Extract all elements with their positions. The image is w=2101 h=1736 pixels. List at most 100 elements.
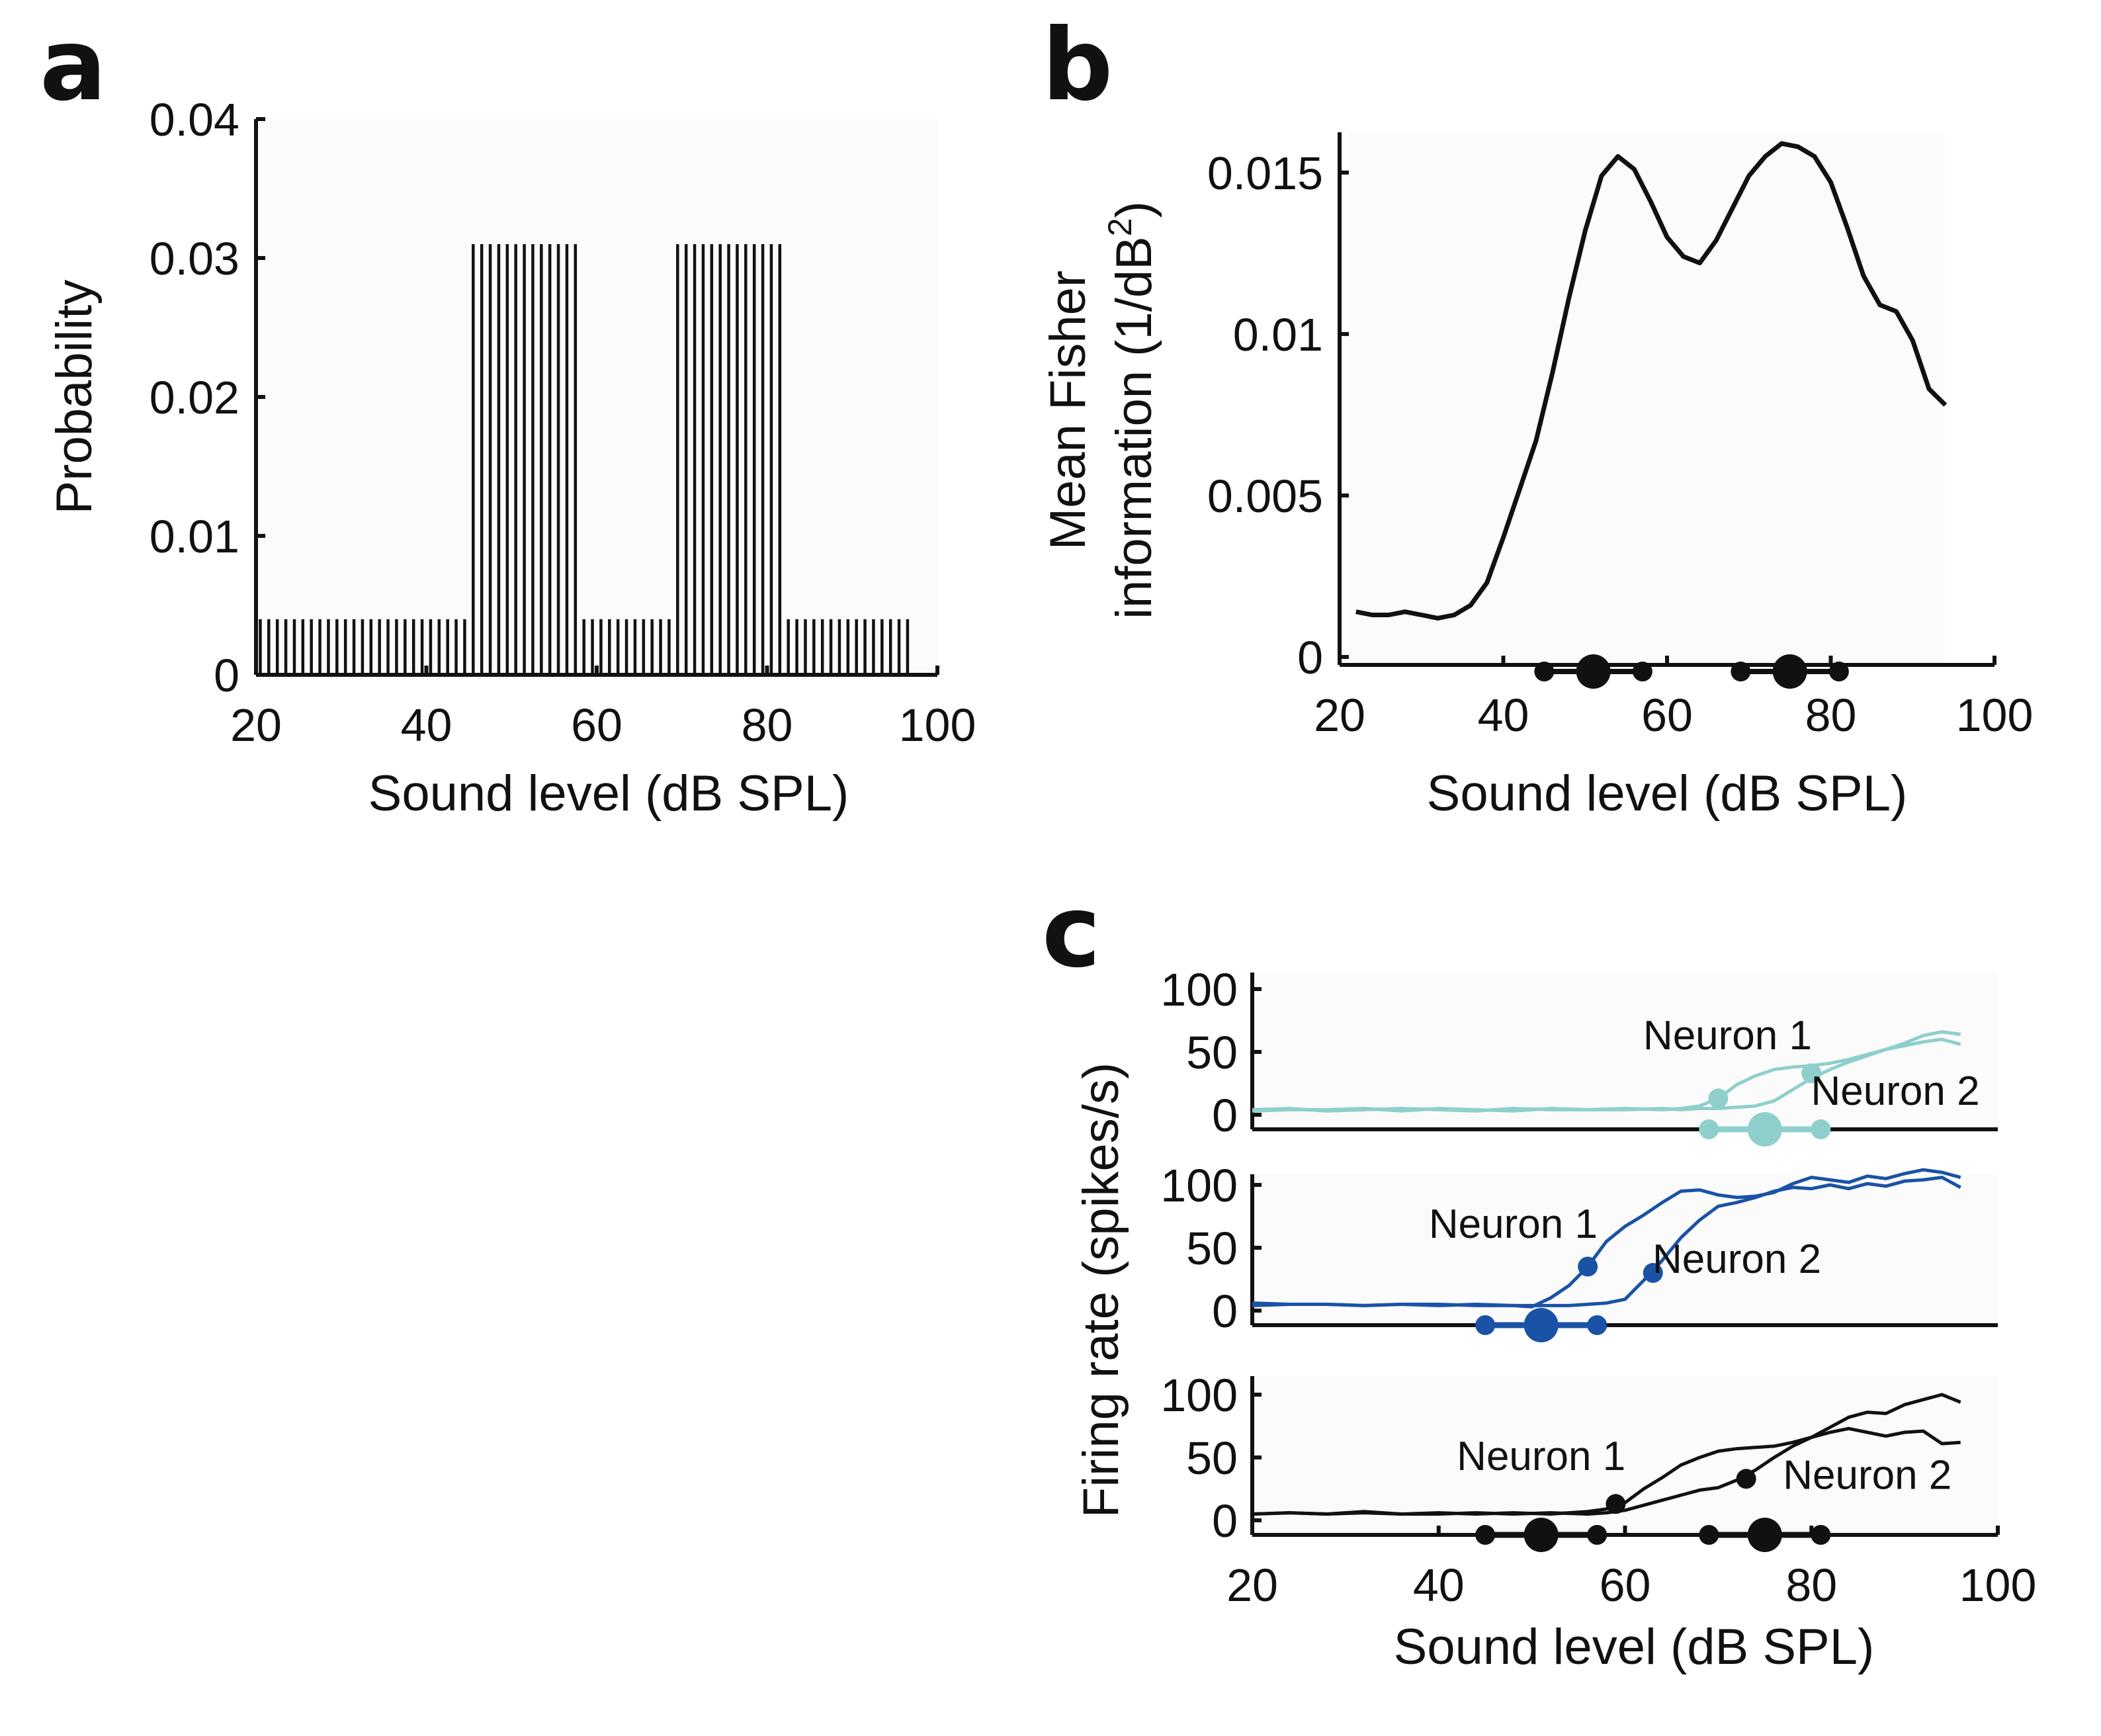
y-tick-label: 0.04 — [150, 94, 239, 146]
panel-a-bars — [259, 244, 910, 675]
subplot-plot-area — [1252, 973, 1998, 1129]
panel-c: c 0 50 100 Neuron 1 Neuron 2 0 50 100 Neuron 1 N… — [1042, 875, 2036, 1675]
y-tick-label: 0.01 — [1233, 309, 1323, 361]
neuron-label: Neuron 2 — [1783, 1453, 1951, 1498]
threshold-point — [1578, 1256, 1598, 1277]
marker-point — [1699, 1119, 1719, 1139]
y-tick-label: 0 — [1212, 1495, 1238, 1547]
neuron-label: Neuron 1 — [1429, 1201, 1598, 1247]
panel-b-xlabel: Sound level (dB SPL) — [1427, 765, 1908, 822]
x-tick-label: 60 — [1641, 689, 1693, 741]
panel-c-subplot-2: 0 50 100 Neuron 1 Neuron 2 — [1160, 1160, 1998, 1342]
marker-point — [1747, 1112, 1782, 1147]
panel-b-tick-labels: 20 40 60 80 100 0 0.005 0.01 0.015 — [1207, 148, 2034, 741]
x-tick-label: 20 — [1226, 1559, 1278, 1611]
series-neuron-2 — [1252, 1176, 1961, 1307]
y-tick-label: 100 — [1160, 1160, 1238, 1211]
panel-b-ylabel-line2-group: information (1/dB2) — [1101, 201, 1162, 619]
marker-point — [1632, 662, 1652, 681]
marker-point — [1828, 662, 1849, 681]
panel-c-label: c — [1042, 875, 1101, 990]
y-tick-label: 50 — [1186, 1027, 1238, 1078]
neuron-label: Neuron 2 — [1811, 1068, 1980, 1114]
marker-point — [1699, 1525, 1719, 1545]
x-tick-label: 80 — [1785, 1559, 1837, 1611]
y-tick-label: 0.02 — [150, 372, 239, 423]
neuron-label: Neuron 2 — [1652, 1237, 1821, 1282]
panel-b: b 20 40 60 80 100 0 0.005 0.01 0.015 Sound level… — [1040, 8, 2033, 822]
y-tick-label: 0 — [1212, 1285, 1238, 1337]
y-tick-label: 0.005 — [1207, 470, 1323, 522]
panel-a-tick-labels: 20 40 60 80 100 0 0.01 0.02 0.03 0.04 — [150, 94, 976, 751]
x-tick-label: 60 — [1600, 1559, 1651, 1611]
y-tick-label: 0 — [214, 650, 239, 701]
threshold-point — [1708, 1088, 1729, 1109]
x-tick-label: 100 — [899, 699, 976, 751]
y-tick-label: 100 — [1160, 964, 1238, 1016]
marker-point — [1534, 662, 1555, 681]
x-tick-label: 100 — [1956, 689, 2034, 741]
x-tick-label: 20 — [230, 699, 282, 751]
marker-point — [1523, 1518, 1559, 1552]
panel-b-ylabel-superscript: 2 — [1101, 218, 1138, 236]
x-tick-label: 80 — [742, 699, 793, 751]
y-tick-label: 100 — [1160, 1369, 1238, 1421]
subplot-plot-area — [1252, 1376, 1998, 1535]
y-tick-label: 0 — [1297, 632, 1323, 683]
panel-c-subplot-3: 0 50 100 Neuron 1 Neuron 2 — [1160, 1369, 1998, 1552]
y-tick-label: 50 — [1186, 1223, 1238, 1274]
marker-point — [1523, 1308, 1559, 1342]
panel-b-ylabel-line2-text: information (1/dB — [1106, 236, 1162, 619]
panel-a-ylabel: Probability — [46, 280, 103, 515]
marker-point — [1475, 1315, 1496, 1335]
panel-b-ylabel-line1: Mean Fisher — [1040, 271, 1096, 550]
marker-point — [1475, 1525, 1496, 1545]
y-tick-label: 0.015 — [1207, 148, 1323, 199]
panel-a-xlabel: Sound level (dB SPL) — [368, 765, 849, 822]
panel-c-ylabel: Firing rate (spikes/s) — [1073, 1063, 1129, 1518]
threshold-point — [1736, 1469, 1756, 1489]
panel-b-ylabel-line2: information (1/dB2) — [1101, 201, 1162, 619]
marker-point — [1811, 1525, 1831, 1545]
neuron-label: Neuron 1 — [1457, 1434, 1625, 1479]
x-tick-label: 40 — [1413, 1559, 1465, 1611]
marker-point — [1731, 662, 1751, 681]
panel-b-axes — [1338, 132, 1996, 667]
panel-b-ylabel-line1-group: Mean Fisher — [1040, 271, 1096, 550]
subplot-plot-area — [1252, 1174, 1998, 1325]
threshold-point — [1606, 1494, 1626, 1514]
panel-a-plot-area — [256, 119, 937, 675]
marker-point — [1587, 1525, 1608, 1545]
panel-b-plot-area — [1350, 132, 1945, 662]
series-neuron-2 — [1252, 1037, 1961, 1113]
x-tick-label: 60 — [571, 699, 622, 751]
y-tick-label: 50 — [1186, 1432, 1238, 1484]
fisher-curve-series — [1355, 141, 1948, 621]
panel-a: a 20 40 60 80 100 0 0.01 0.02 0.03 0.04 Sound lev… — [40, 8, 976, 822]
series-neuron-2 — [1252, 1393, 1961, 1516]
threshold-point — [1801, 1063, 1822, 1084]
panel-b-label: b — [1042, 8, 1113, 123]
panel-a-label: a — [40, 8, 107, 123]
panel-b-markers — [1534, 654, 1849, 689]
x-tick-label: 40 — [1478, 689, 1529, 741]
panel-a-axes — [254, 117, 939, 677]
x-tick-label: 100 — [1959, 1559, 2037, 1611]
threshold-point — [1643, 1263, 1663, 1283]
x-tick-label: 80 — [1805, 689, 1857, 741]
marker-point — [1587, 1315, 1608, 1335]
panel-c-xlabel: Sound level (dB SPL) — [1394, 1619, 1875, 1675]
x-tick-label: 40 — [401, 699, 452, 751]
panel-c-subplot-1: 0 50 100 Neuron 1 Neuron 2 — [1160, 964, 1998, 1147]
marker-point — [1772, 654, 1807, 689]
y-tick-label: 0.03 — [150, 233, 239, 284]
marker-point — [1576, 654, 1611, 689]
panel-b-fisher-curve — [1355, 141, 1948, 621]
panel-c-xtick-labels: 20 40 60 80 100 — [1226, 1526, 2036, 1611]
marker-point — [1811, 1119, 1831, 1139]
neuron-label: Neuron 1 — [1643, 1013, 1812, 1059]
panel-b-ylabel-close-paren: ) — [1106, 201, 1162, 218]
x-tick-label: 20 — [1314, 689, 1365, 741]
marker-point — [1747, 1518, 1782, 1552]
